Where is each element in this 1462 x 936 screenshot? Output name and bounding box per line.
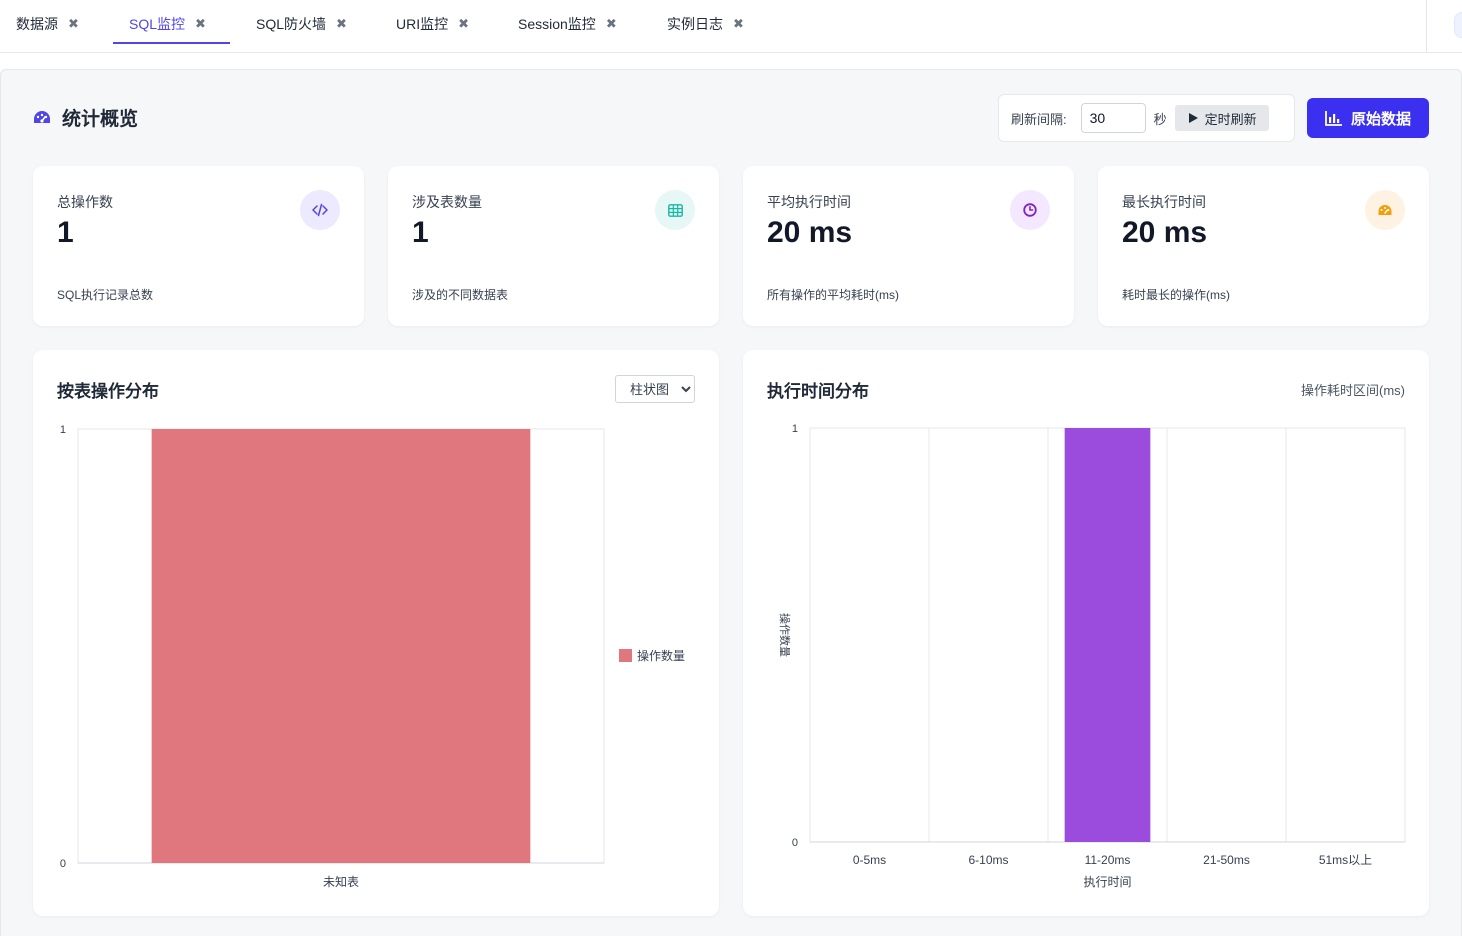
- bar: [151, 429, 531, 863]
- tab-label: SQL监控: [129, 16, 186, 32]
- time-distribution-card: 执行时间分布 操作耗时区间(ms) 0 1 0-5ms 6-10ms 11-20ms 21…: [743, 350, 1429, 916]
- tab-label: Session监控: [518, 16, 596, 32]
- chart-type-select[interactable]: 柱状图: [615, 375, 695, 403]
- stat-card-table-count: 涉及表数量 1 涉及的不同数据表: [388, 166, 719, 326]
- gauge-icon: [1365, 190, 1405, 230]
- tab-sql-monitor[interactable]: SQL监控 ✖: [113, 0, 230, 48]
- legend-swatch: [619, 649, 632, 662]
- x-tick-label: 6-10ms: [968, 853, 1008, 867]
- tab-label: URI监控: [396, 16, 449, 32]
- refresh-controls: 刷新间隔: 秒 定时刷新: [998, 94, 1295, 142]
- stat-card-avg-time: 平均执行时间 20 ms 所有操作的平均耗时(ms): [743, 166, 1074, 326]
- table-icon: [655, 190, 695, 230]
- stat-card-max-time: 最长执行时间 20 ms 耗时最长的操作(ms): [1098, 166, 1429, 326]
- tab-label: 实例日志: [667, 16, 723, 32]
- stat-card-total-ops: 总操作数 1 SQL执行记录总数: [33, 166, 364, 326]
- x-axis-title: 执行时间: [1083, 875, 1131, 889]
- close-icon[interactable]: ✖: [68, 16, 79, 31]
- tabbar-divider: [1426, 0, 1427, 52]
- stat-value: 1: [57, 216, 74, 249]
- stat-label: 最长执行时间: [1122, 194, 1206, 210]
- bar-chart-icon: [1325, 111, 1342, 126]
- timer-refresh-button[interactable]: 定时刷新: [1174, 105, 1269, 131]
- tab-bar: 数据源 ✖ SQL监控 ✖ SQL防火墙 ✖ URI监控 ✖ Session监控…: [0, 0, 1462, 53]
- raw-data-button[interactable]: 原始数据: [1307, 98, 1429, 138]
- refresh-unit-label: 秒: [1153, 111, 1167, 127]
- tab-label: 数据源: [16, 16, 58, 32]
- tab-session-monitor[interactable]: Session监控 ✖: [518, 0, 617, 48]
- chart-hint: 操作耗时区间(ms): [1301, 383, 1405, 398]
- y-tick-label: 1: [60, 424, 66, 436]
- stat-value: 1: [412, 216, 429, 249]
- stat-desc: 涉及的不同数据表: [412, 288, 509, 302]
- table-distribution-chart: 0 1 未知表 操作数量: [60, 424, 685, 889]
- refresh-interval-label: 刷新间隔:: [1011, 111, 1067, 127]
- x-tick-label: 11-20ms: [1085, 853, 1131, 867]
- overview-header: 统计概览: [32, 104, 138, 131]
- refresh-interval-input[interactable]: [1080, 103, 1146, 133]
- y-tick-label: 1: [792, 423, 798, 435]
- legend-label: 操作数量: [637, 648, 685, 663]
- close-icon[interactable]: ✖: [458, 16, 470, 31]
- dashboard-icon: [34, 110, 50, 123]
- stat-label: 总操作数: [57, 194, 113, 210]
- stat-value: 20 ms: [767, 216, 853, 249]
- stat-label: 平均执行时间: [767, 194, 851, 210]
- tab-sql-firewall[interactable]: SQL防火墙 ✖: [256, 0, 347, 48]
- x-tick-label: 0-5ms: [853, 853, 886, 867]
- raw-data-label: 原始数据: [1350, 110, 1411, 128]
- clock-icon: [1010, 190, 1050, 230]
- y-tick-label: 0: [60, 858, 66, 870]
- y-tick-label: 0: [792, 837, 798, 849]
- close-icon[interactable]: ✖: [733, 16, 744, 31]
- bar: [1064, 428, 1151, 842]
- stat-value: 20 ms: [1122, 216, 1208, 249]
- x-tick-label: 51ms以上: [1319, 853, 1372, 867]
- play-icon: [1188, 113, 1198, 123]
- close-icon[interactable]: ✖: [336, 16, 347, 31]
- code-icon: [300, 190, 340, 230]
- table-distribution-card: 按表操作分布 柱状图 0 1 未知表 操作数量: [33, 350, 719, 916]
- page-title: 统计概览: [62, 109, 139, 130]
- tab-uri-monitor[interactable]: URI监控 ✖: [396, 0, 469, 48]
- timer-refresh-label: 定时刷新: [1204, 111, 1257, 127]
- stat-desc: SQL执行记录总数: [57, 288, 154, 302]
- close-icon[interactable]: ✖: [195, 16, 206, 31]
- chart-title: 执行时间分布: [767, 382, 869, 401]
- x-tick-label: 21-50ms: [1203, 853, 1250, 867]
- stat-desc: 耗时最长的操作(ms): [1122, 288, 1230, 302]
- chart-title: 按表操作分布: [57, 382, 159, 401]
- y-axis-title: 操作数量: [778, 613, 792, 657]
- tab-label: SQL防火墙: [256, 16, 327, 32]
- stat-label: 涉及表数量: [412, 194, 482, 210]
- tab-datasource[interactable]: 数据源 ✖: [16, 0, 79, 48]
- tab-instance-log[interactable]: 实例日志 ✖: [667, 0, 744, 48]
- x-tick-label: 未知表: [323, 875, 359, 889]
- tab-scroll-button[interactable]: [1454, 12, 1462, 38]
- stat-desc: 所有操作的平均耗时(ms): [767, 288, 899, 302]
- close-icon[interactable]: ✖: [605, 16, 617, 31]
